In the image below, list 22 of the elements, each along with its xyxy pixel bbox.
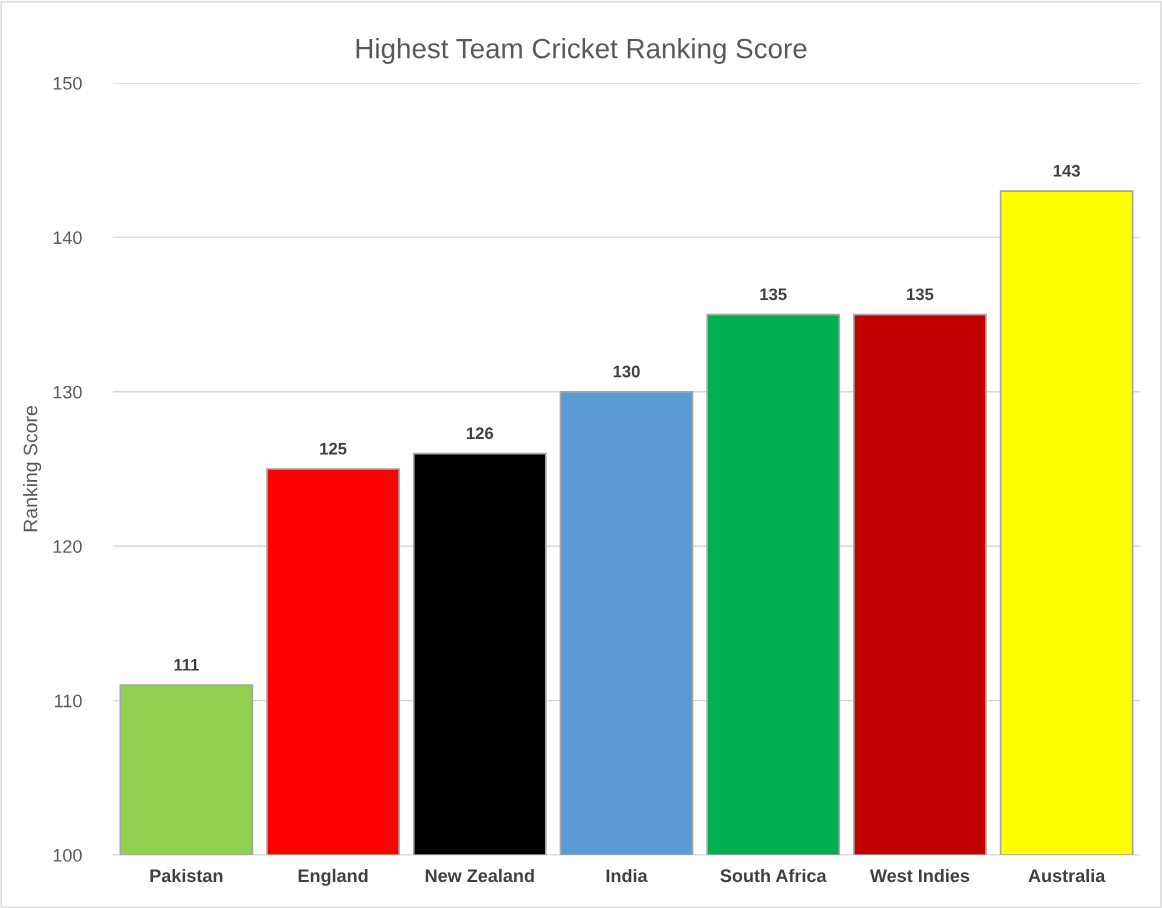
x-tick-label: South Africa bbox=[720, 868, 827, 883]
data-label: 125 bbox=[320, 442, 347, 455]
x-tick-label: New Zealand bbox=[425, 868, 534, 883]
chart-title: Highest Team Cricket Ranking Score bbox=[356, 38, 807, 64]
y-tick-label: 130 bbox=[53, 385, 82, 399]
y-tick-label: 110 bbox=[55, 694, 82, 708]
y-tick-label: 150 bbox=[53, 76, 82, 90]
y-axis-title: Ranking Score bbox=[23, 406, 42, 532]
data-label: 135 bbox=[760, 288, 787, 301]
x-tick-label: Australia bbox=[1028, 868, 1106, 883]
y-tick-label: 120 bbox=[53, 540, 82, 553]
data-label: 135 bbox=[907, 288, 934, 301]
data-label: 130 bbox=[613, 365, 640, 378]
x-tick-label: West Indies bbox=[869, 868, 970, 883]
x-tick-label: India bbox=[606, 868, 648, 883]
y-tick-label: 140 bbox=[53, 231, 82, 245]
data-label: 126 bbox=[466, 427, 494, 440]
x-tick-label: England bbox=[298, 868, 368, 886]
data-label: 111 bbox=[174, 659, 199, 671]
y-tick-label: 100 bbox=[53, 848, 82, 862]
x-tick-label: Pakistan bbox=[150, 868, 223, 883]
data-label: 143 bbox=[1053, 164, 1080, 177]
